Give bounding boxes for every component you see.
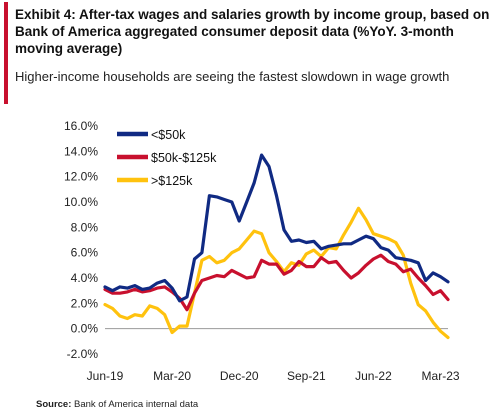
y-tick-label: 6.0% (71, 246, 99, 260)
series-line (103, 153, 450, 303)
y-tick-label: 4.0% (71, 271, 99, 285)
y-tick-label: -2.0% (67, 347, 99, 361)
y-tick-label: 2.0% (71, 296, 99, 310)
y-tick-label: 10.0% (64, 195, 98, 209)
x-tick-label: Jun-22 (355, 369, 392, 383)
chart-title: Exhibit 4: After-tax wages and salaries … (15, 7, 490, 56)
source-text: Bank of America internal data (74, 399, 199, 410)
legend-label: >$125k (151, 174, 193, 188)
x-tick-label: Jun-19 (87, 369, 124, 383)
x-tick-label: Mar-23 (422, 369, 460, 383)
x-tick-label: Sep-21 (287, 369, 326, 383)
source-note: Source: Bank of America internal data (36, 399, 198, 410)
y-tick-label: 12.0% (64, 170, 98, 184)
y-tick-label: 0.0% (71, 322, 99, 336)
legend-label: <$50k (151, 128, 186, 142)
chart-subtitle: Higher-income households are seeing the … (15, 69, 450, 84)
x-tick-label: Mar-20 (153, 369, 191, 383)
series-lines (103, 153, 450, 340)
line-chart: 16.0% 14.0% 12.0% 10.0% 8.0% 6.0% 4.0% 2.0% 0.0%… (64, 119, 460, 383)
series-line (103, 253, 450, 312)
x-tick-label: Dec-20 (220, 369, 259, 383)
source-label: Source: (36, 399, 72, 410)
y-tick-label: 8.0% (71, 220, 99, 234)
y-axis: 16.0% 14.0% 12.0% 10.0% 8.0% 6.0% 4.0% 2.0% 0.0%… (64, 119, 98, 361)
y-tick-label: 14.0% (64, 144, 98, 158)
accent-bar (4, 2, 8, 104)
x-axis: Jun-19 Mar-20 Dec-20 Sep-21 Jun-22 Mar-23 (87, 369, 460, 383)
legend: <$50k $50k-$125k >$125k (117, 128, 217, 188)
y-tick-label: 16.0% (64, 119, 98, 133)
legend-label: $50k-$125k (151, 151, 217, 165)
series-line (103, 206, 450, 340)
